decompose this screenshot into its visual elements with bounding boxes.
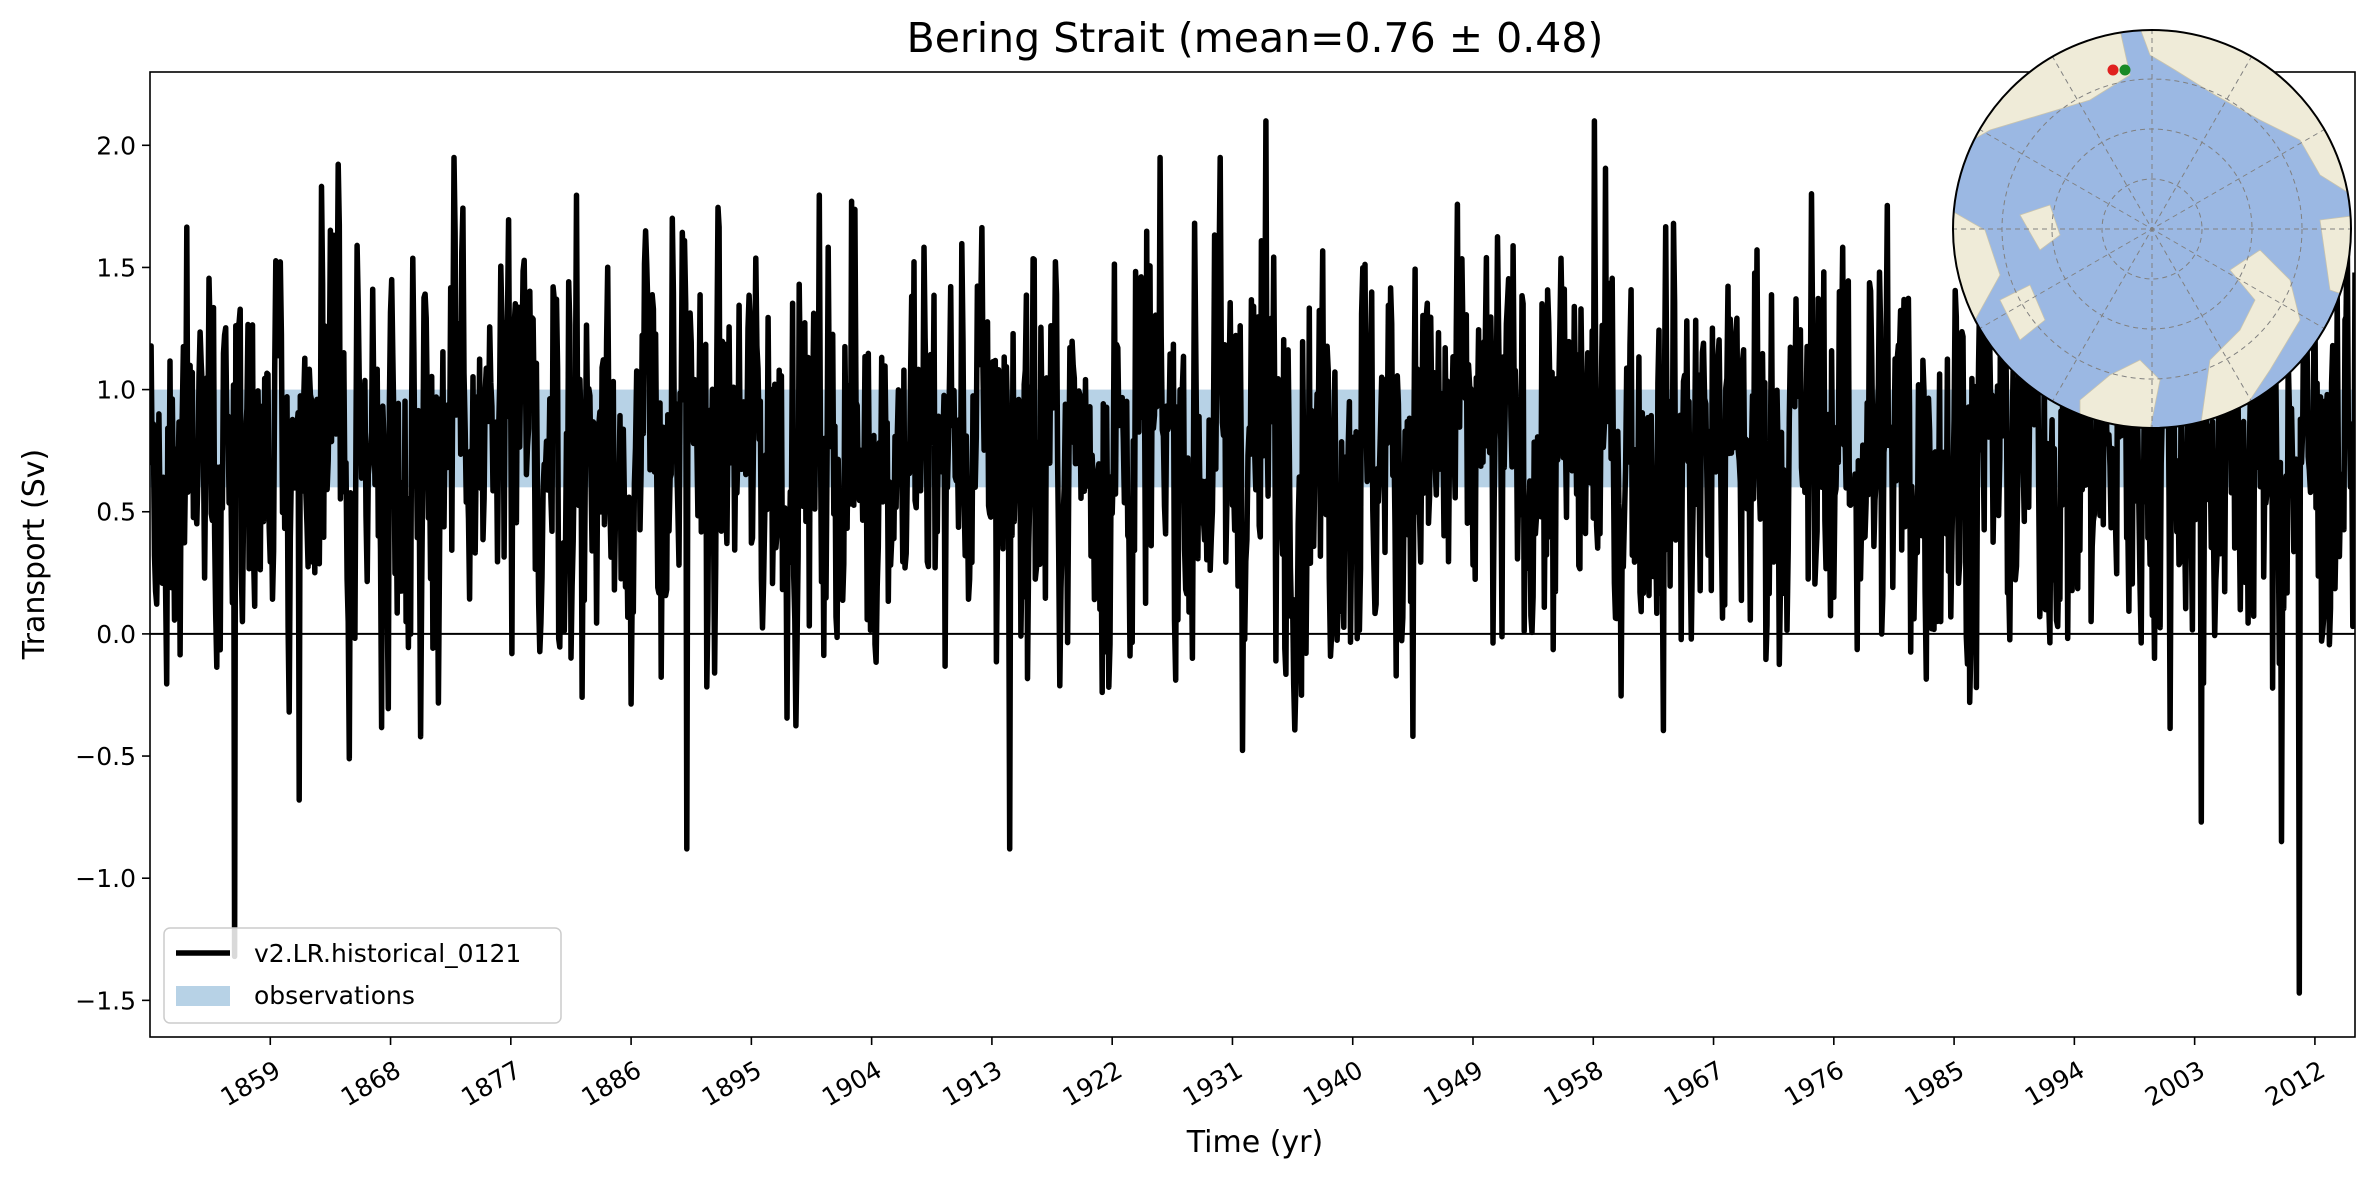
map-marker-section-end xyxy=(2119,64,2131,76)
x-tick-label: 1895 xyxy=(697,1055,767,1112)
x-tick-label: 2003 xyxy=(2140,1055,2210,1112)
x-tick-label: 1985 xyxy=(1899,1055,1969,1112)
x-tick-label: 1904 xyxy=(817,1055,887,1112)
land-shape xyxy=(2019,204,2061,251)
map-border xyxy=(1952,29,2352,429)
y-tick-label: 0.5 xyxy=(96,498,136,527)
y-axis-label: Transport (Sv) xyxy=(17,449,52,661)
land-shape xyxy=(2199,249,2301,428)
x-tick-label: 2012 xyxy=(2260,1055,2330,1112)
y-axis: −1.5 −1.0 −0.5 0.0 0.5 1.0 1.5 2.0 xyxy=(75,131,150,1015)
x-tick-label: 1922 xyxy=(1058,1055,1128,1112)
x-tick-label: 1976 xyxy=(1779,1055,1849,1112)
map-meridian xyxy=(1978,128,2326,330)
plot-area xyxy=(150,118,2355,996)
x-tick-label: 1967 xyxy=(1659,1055,1729,1112)
map-graticule xyxy=(1953,30,2351,428)
legend-patch-swatch xyxy=(176,986,230,1006)
x-tick-label: 1859 xyxy=(216,1055,286,1112)
map-latitude-circle xyxy=(2101,178,2203,280)
inset-arctic-map xyxy=(1952,29,2352,429)
x-tick-label: 1868 xyxy=(336,1055,406,1112)
x-tick-label: 1949 xyxy=(1418,1055,1488,1112)
x-tick-label: 1994 xyxy=(2020,1055,2090,1112)
x-tick-label: 1958 xyxy=(1539,1055,1609,1112)
chart-title: Bering Strait (mean=0.76 ± 0.48) xyxy=(907,14,1604,62)
y-tick-label: −1.5 xyxy=(75,986,136,1015)
x-tick-label: 1877 xyxy=(456,1055,526,1112)
x-axis-label: Time (yr) xyxy=(1186,1125,1323,1160)
x-axis: 1859 1868 1877 1886 1895 1904 1913 1922 1931 1940… xyxy=(216,1037,2330,1112)
land-shape xyxy=(1999,284,2046,341)
y-tick-label: −1.0 xyxy=(75,864,136,893)
x-tick-label: 1886 xyxy=(576,1055,646,1112)
y-tick-label: 2.0 xyxy=(96,131,136,160)
x-tick-label: 1913 xyxy=(937,1055,1007,1112)
legend: v2.LR.historical_0121 observations xyxy=(163,927,562,1024)
y-tick-label: −0.5 xyxy=(75,742,136,771)
map-marker-section-start xyxy=(2107,64,2119,76)
y-tick-label: 0.0 xyxy=(96,620,136,649)
legend-label-observations: observations xyxy=(254,981,415,1010)
plot-frame xyxy=(149,71,2356,1038)
x-tick-label: 1931 xyxy=(1178,1055,1248,1112)
y-tick-label: 1.5 xyxy=(96,253,136,282)
legend-label-series: v2.LR.historical_0121 xyxy=(254,939,521,968)
x-tick-label: 1940 xyxy=(1298,1055,1368,1112)
land-shape xyxy=(2079,359,2161,428)
y-tick-label: 1.0 xyxy=(96,376,136,405)
legend-box xyxy=(163,927,562,1024)
